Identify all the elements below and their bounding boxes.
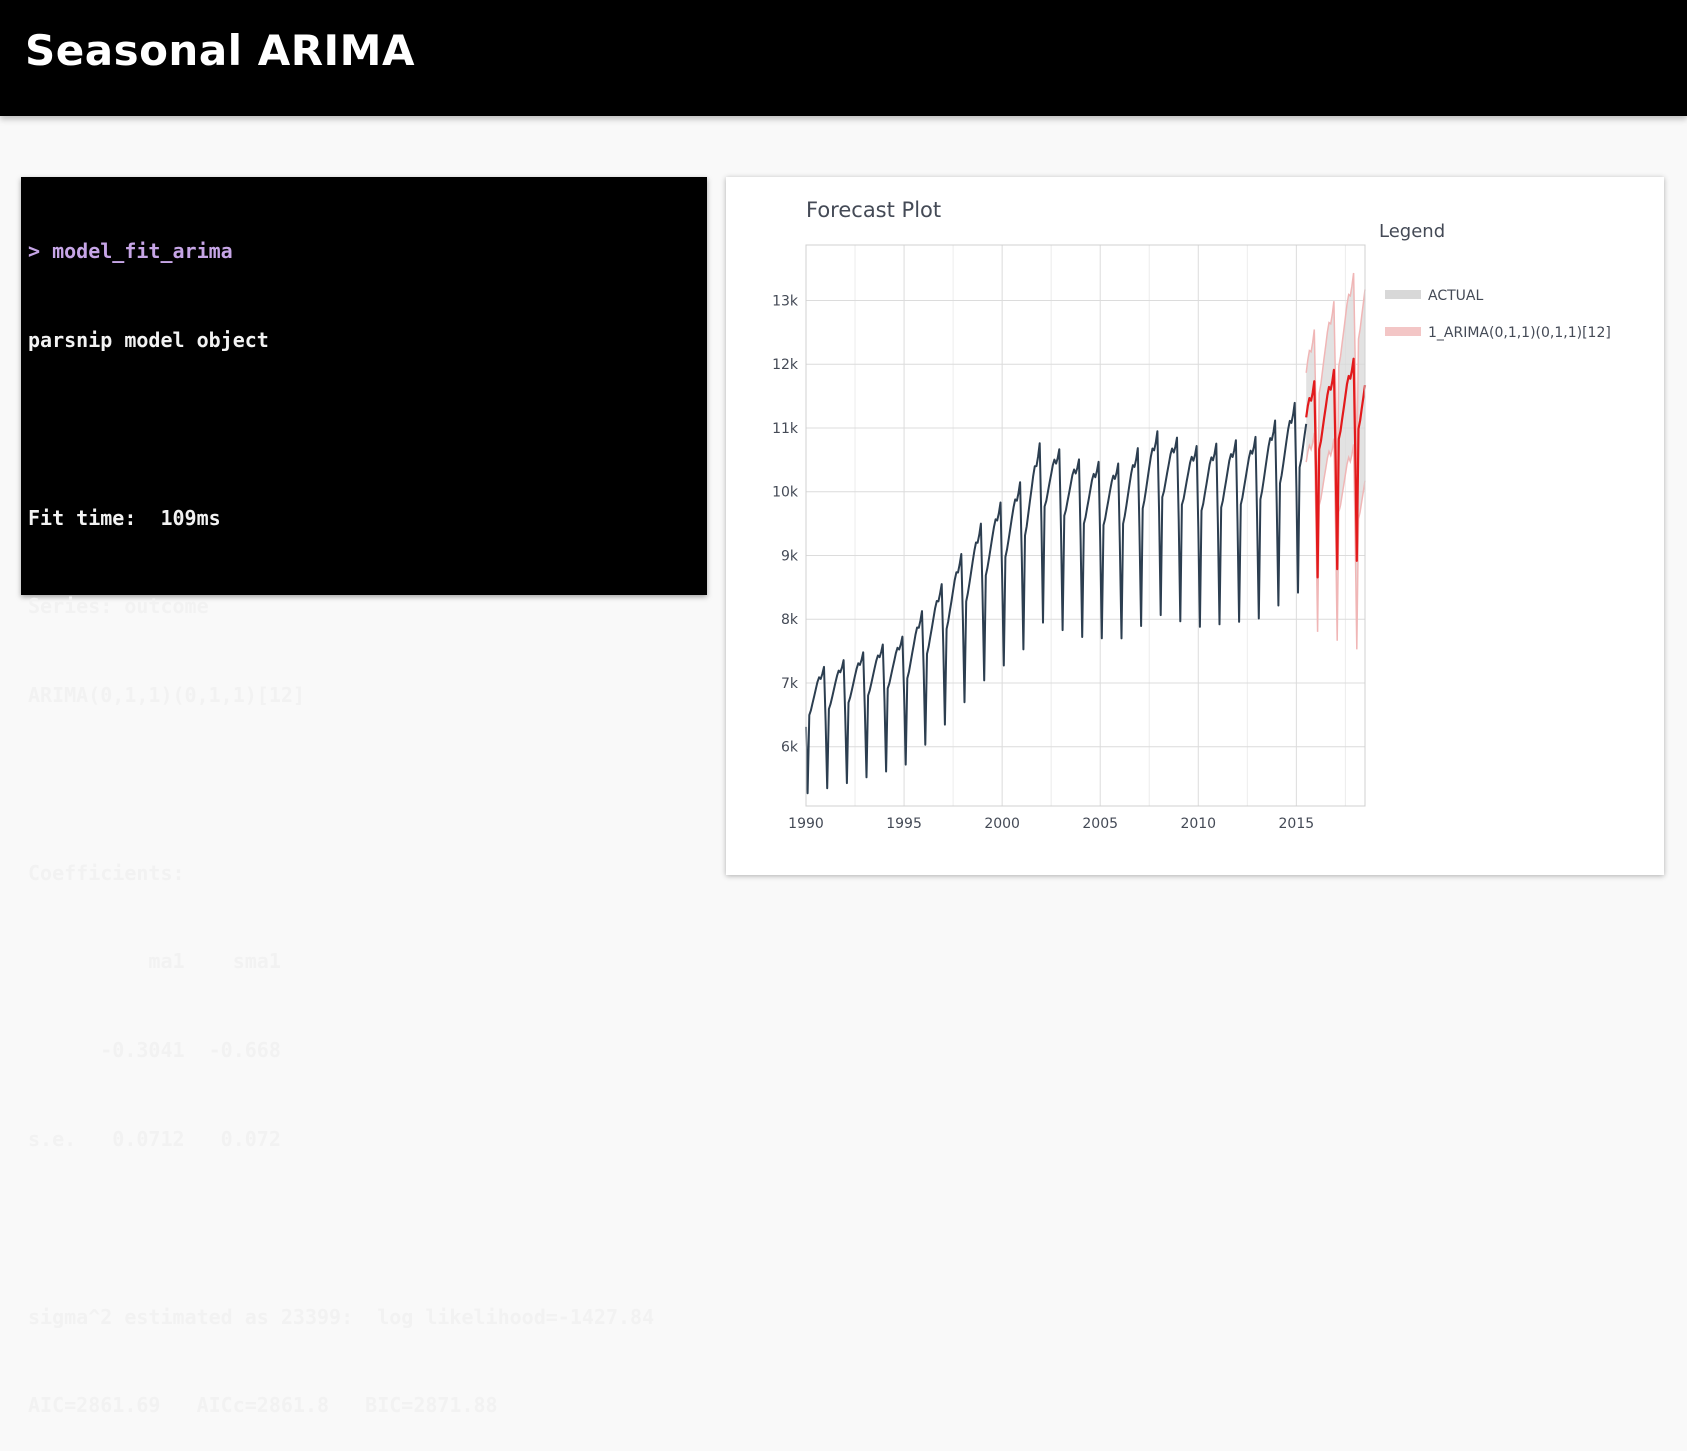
console-line: sigma^2 estimated as 23399: log likeliho… xyxy=(28,1304,655,1329)
legend-swatch-arima xyxy=(1385,327,1421,336)
legend[interactable]: Legend ACTUAL 1_ARIMA(0,1,1)(0,1,1)[12] xyxy=(1379,221,1611,341)
plot-area-frame xyxy=(805,244,1366,807)
console-line xyxy=(28,770,707,800)
chart-title: Forecast Plot xyxy=(806,198,941,222)
legend-label-arima: 1_ARIMA(0,1,1)(0,1,1)[12] xyxy=(1428,325,1611,341)
legend-item-actual[interactable]: ACTUAL xyxy=(1385,288,1483,304)
axis-ticks: 1990 1995 2000 2005 2010 2015 6k 7k 8k 9k 10k 11k 12… xyxy=(772,293,1314,832)
forecast-plot[interactable]: Forecast Plot 1990 1995 2000 2005 2010 2015 6k… xyxy=(726,177,1664,875)
x-tick-label: 2015 xyxy=(1279,816,1315,832)
y-tick-label: 13k xyxy=(772,293,799,309)
grid-lines xyxy=(805,245,1365,806)
legend-swatch-actual xyxy=(1385,290,1421,299)
console-line: AIC=2861.69 AICc=2861.8 BIC=2871.88 xyxy=(28,1393,498,1418)
x-tick-label: 1990 xyxy=(788,816,824,832)
console-line: s.e. 0.0712 0.072 xyxy=(28,1127,281,1151)
x-tick-label: 2010 xyxy=(1180,816,1216,832)
y-tick-label: 9k xyxy=(781,548,799,564)
y-tick-label: 12k xyxy=(772,357,799,373)
slide-header: Seasonal ARIMA xyxy=(0,0,1687,116)
console-line: ARIMA(0,1,1)(0,1,1)[12] xyxy=(28,683,305,708)
console-line: parsnip model object xyxy=(28,327,269,352)
legend-title: Legend xyxy=(1379,221,1445,242)
console-line: -0.3041 -0.668 xyxy=(28,1038,281,1063)
slide-title: Seasonal ARIMA xyxy=(25,26,415,75)
x-tick-label: 2000 xyxy=(984,816,1020,832)
console-command-line: > model_fit_arima xyxy=(28,239,233,264)
y-tick-label: 6k xyxy=(781,740,799,756)
y-tick-label: 8k xyxy=(781,612,799,628)
r-console-output: > model_fit_arima parsnip model object F… xyxy=(21,177,707,1417)
x-tick-label: 1995 xyxy=(886,816,922,832)
console-line xyxy=(28,415,707,445)
series-line-actual[interactable] xyxy=(805,401,1308,795)
y-tick-label: 11k xyxy=(772,421,799,437)
legend-label-actual: ACTUAL xyxy=(1428,288,1483,304)
console-line: ma1 sma1 xyxy=(28,949,281,974)
y-tick-label: 10k xyxy=(772,485,799,501)
console-line: Fit time: 109ms xyxy=(28,505,221,530)
y-tick-label: 7k xyxy=(781,676,799,692)
series-line-arima-forecast[interactable] xyxy=(1305,357,1367,579)
x-tick-label: 2005 xyxy=(1082,816,1118,832)
legend-item-arima[interactable]: 1_ARIMA(0,1,1)(0,1,1)[12] xyxy=(1385,325,1611,341)
series-lines xyxy=(805,357,1367,795)
forecast-plot-card[interactable]: Forecast Plot 1990 1995 2000 2005 2010 2015 6k… xyxy=(726,177,1664,875)
console-line xyxy=(28,1214,707,1244)
console-line: Coefficients: xyxy=(28,860,185,885)
console-line: Series: outcome xyxy=(28,594,209,619)
